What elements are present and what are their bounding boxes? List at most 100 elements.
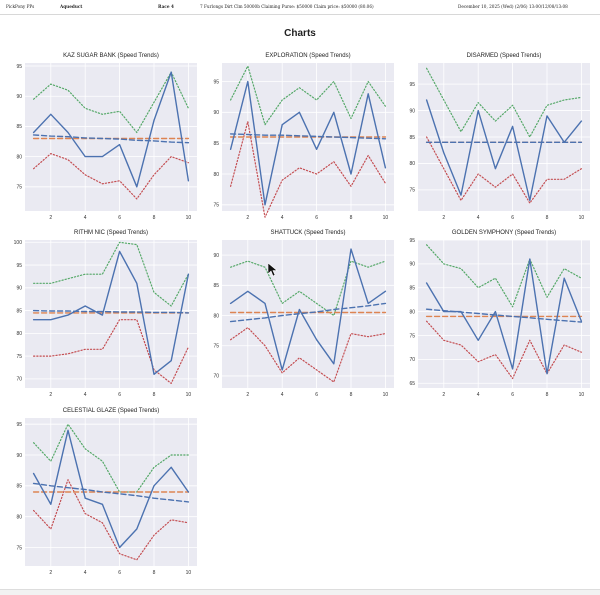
x-tick-label: 2	[49, 392, 52, 398]
chart-title: EXPLORATION (Speed Trends)	[265, 53, 350, 59]
app-name: PickPony PPs	[6, 4, 35, 9]
plot-area	[25, 63, 197, 211]
chart-title: CELESTIAL GLAZE (Speed Trends)	[63, 408, 160, 414]
x-tick-label: 10	[186, 215, 192, 221]
y-tick-label: 80	[213, 172, 219, 178]
y-tick-label: 90	[409, 262, 415, 268]
bottom-scrollbar[interactable]	[0, 589, 600, 595]
x-tick-label: 4	[84, 215, 87, 221]
series-line-main	[32, 250, 190, 375]
y-tick-label: 70	[16, 377, 22, 383]
y-tick-label: 85	[16, 308, 22, 314]
x-tick-label: 2	[442, 392, 445, 398]
x-tick-label: 6	[118, 570, 121, 576]
y-tick-label: 70	[213, 374, 219, 380]
y-tick-label: 85	[409, 135, 415, 141]
chart-title: RITHM NIC (Speed Trends)	[74, 230, 148, 236]
series-line-upper	[426, 244, 583, 308]
x-tick-label: 6	[315, 392, 318, 398]
x-tick-label: 6	[118, 392, 121, 398]
x-tick-label: 8	[350, 215, 353, 221]
x-tick-label: 8	[546, 392, 549, 398]
x-tick-label: 2	[442, 215, 445, 221]
x-tick-label: 4	[84, 570, 87, 576]
y-tick-label: 95	[213, 79, 219, 85]
series-line-main	[425, 99, 583, 202]
series-line-upper	[230, 65, 386, 126]
x-tick-label: 10	[579, 215, 585, 221]
y-tick-label: 80	[213, 313, 219, 319]
chart-panel: 75 80 85 90 95 2 4 6 8 10 DISARMED (Speed Trends)	[409, 53, 590, 221]
x-tick-label: 4	[281, 392, 284, 398]
chart-panel: 70 75 80 85 90 95 100 2 4 6 8 10 RITHM NIC (Speed Tr…	[14, 230, 197, 398]
plot-area	[222, 240, 394, 388]
series-line-main	[229, 248, 387, 371]
y-tick-label: 75	[16, 185, 22, 191]
y-tick-label: 95	[16, 64, 22, 70]
y-tick-label: 85	[409, 286, 415, 292]
chart-panel: 65 70 75 80 85 90 95 2 4 6 8 10 GOLDEN SYMPHONY (Spe…	[409, 230, 590, 398]
series-line-lower	[32, 153, 189, 200]
y-tick-label: 75	[409, 333, 415, 339]
x-tick-label: 4	[281, 215, 284, 221]
x-tick-label: 8	[153, 215, 156, 221]
report-header: PickPony PPs Aqueduct Race 4 7 Furlongs …	[0, 0, 600, 15]
y-tick-label: 100	[14, 240, 23, 246]
track-name: Aqueduct	[60, 4, 83, 9]
chart-panel: 75 80 85 90 95 2 4 6 8 10 CELESTIAL GLAZE (Speed T…	[16, 408, 197, 576]
race-info: 7 Furlongs Dirt Clm 50000b Claiming Purs…	[200, 4, 374, 9]
series-line-trend	[32, 309, 190, 314]
y-tick-label: 80	[409, 309, 415, 315]
series-line-main	[32, 71, 190, 188]
y-tick-label: 75	[213, 203, 219, 209]
x-tick-label: 2	[246, 392, 249, 398]
series-line-lower	[426, 136, 583, 204]
series-line-lower	[32, 479, 189, 561]
series-line-lower	[230, 327, 386, 383]
series-line-main	[229, 80, 387, 206]
x-tick-label: 6	[118, 215, 121, 221]
series-line-upper	[32, 241, 189, 307]
y-tick-label: 70	[409, 357, 415, 363]
y-tick-label: 90	[16, 453, 22, 459]
series-line-lower	[230, 120, 386, 218]
chart-panel: 75 80 85 90 95 2 4 6 8 10 EXPLORATION (Speed Trend…	[213, 53, 394, 221]
y-tick-label: 95	[16, 422, 22, 428]
y-tick-label: 95	[16, 263, 22, 269]
y-tick-label: 80	[16, 331, 22, 337]
x-tick-label: 2	[49, 570, 52, 576]
x-tick-label: 4	[84, 392, 87, 398]
y-tick-label: 95	[409, 82, 415, 88]
x-tick-label: 10	[383, 392, 389, 398]
y-tick-label: 80	[16, 154, 22, 160]
series-line-trend	[229, 302, 387, 323]
x-tick-label: 2	[49, 215, 52, 221]
x-tick-label: 8	[153, 392, 156, 398]
y-tick-label: 75	[16, 354, 22, 360]
series-line-lower	[426, 320, 583, 380]
series-line-upper	[32, 71, 189, 134]
series-line-upper	[426, 67, 583, 138]
chart-title: KAZ SUGAR BANK (Speed Trends)	[63, 53, 159, 59]
y-tick-label: 80	[409, 161, 415, 167]
y-tick-label: 75	[16, 545, 22, 551]
x-tick-label: 8	[350, 392, 353, 398]
y-tick-label: 85	[213, 141, 219, 147]
y-tick-label: 85	[213, 283, 219, 289]
y-tick-label: 90	[213, 110, 219, 116]
y-tick-label: 85	[16, 124, 22, 130]
series-line-trend	[32, 482, 190, 503]
series-line-upper	[230, 260, 386, 317]
x-tick-label: 2	[246, 215, 249, 221]
series-line-main	[32, 429, 190, 549]
x-tick-label: 10	[579, 392, 585, 398]
y-tick-label: 90	[16, 94, 22, 100]
x-tick-label: 10	[186, 392, 192, 398]
y-tick-label: 90	[409, 108, 415, 114]
x-tick-label: 6	[511, 392, 514, 398]
x-tick-label: 6	[511, 215, 514, 221]
race-number: Race 4	[158, 4, 174, 9]
chart-panel: 70 75 80 85 90 2 4 6 8 10 SHATTUCK (Speed Trends)	[213, 230, 394, 398]
y-tick-label: 90	[16, 286, 22, 292]
